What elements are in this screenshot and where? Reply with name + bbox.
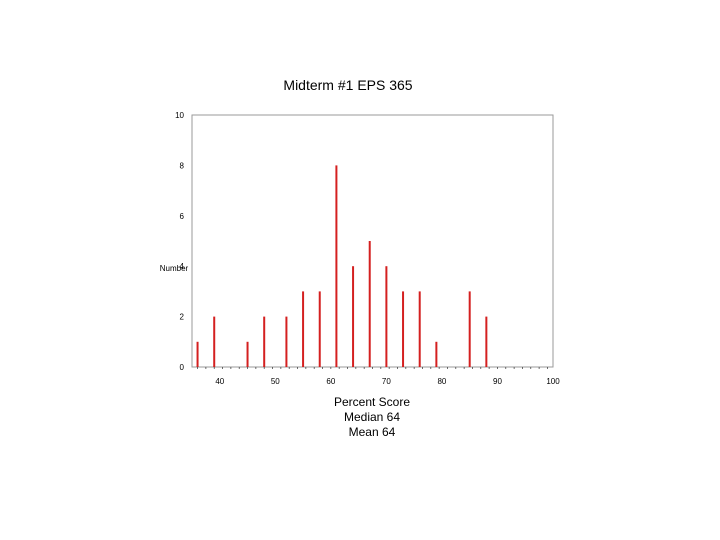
bar — [418, 291, 421, 367]
y-tick-label: 10 — [175, 111, 184, 120]
y-axis-label: Number — [160, 264, 189, 273]
bar — [335, 165, 338, 367]
x-tick-label: 90 — [493, 377, 502, 386]
x-tick-label: 80 — [437, 377, 446, 386]
bar — [402, 291, 405, 367]
bar — [213, 316, 216, 367]
y-ticks: 0 2 4 6 8 10 — [175, 111, 184, 372]
y-tick-label: 0 — [180, 363, 185, 372]
x-ticks: 40 50 60 70 80 90 100 — [215, 377, 560, 386]
bar — [302, 291, 305, 367]
median-label: Median 64 — [344, 410, 400, 424]
bar — [485, 316, 488, 367]
bar — [468, 291, 471, 367]
y-tick-label: 4 — [180, 262, 185, 271]
y-tick-label: 8 — [180, 161, 185, 170]
bar — [435, 341, 438, 367]
bar — [318, 291, 321, 367]
bar — [368, 241, 371, 367]
y-tick-label: 2 — [180, 313, 185, 322]
x-tick-label: 100 — [546, 377, 560, 386]
mean-label: Mean 64 — [349, 425, 396, 439]
chart-title: Midterm #1 EPS 365 — [283, 77, 412, 93]
x-minor-ticks — [197, 367, 548, 369]
y-tick-label: 6 — [180, 212, 185, 221]
bar — [196, 341, 199, 367]
bar — [246, 341, 249, 367]
bar — [385, 266, 388, 367]
bars — [196, 165, 488, 367]
x-tick-label: 40 — [215, 377, 224, 386]
plot-frame — [191, 114, 554, 368]
x-tick-label: 70 — [382, 377, 391, 386]
bar — [285, 316, 288, 367]
x-tick-label: 60 — [326, 377, 335, 386]
x-axis-label: Percent Score — [334, 395, 410, 409]
bar — [352, 266, 355, 367]
bar — [263, 316, 266, 367]
x-tick-label: 50 — [271, 377, 280, 386]
